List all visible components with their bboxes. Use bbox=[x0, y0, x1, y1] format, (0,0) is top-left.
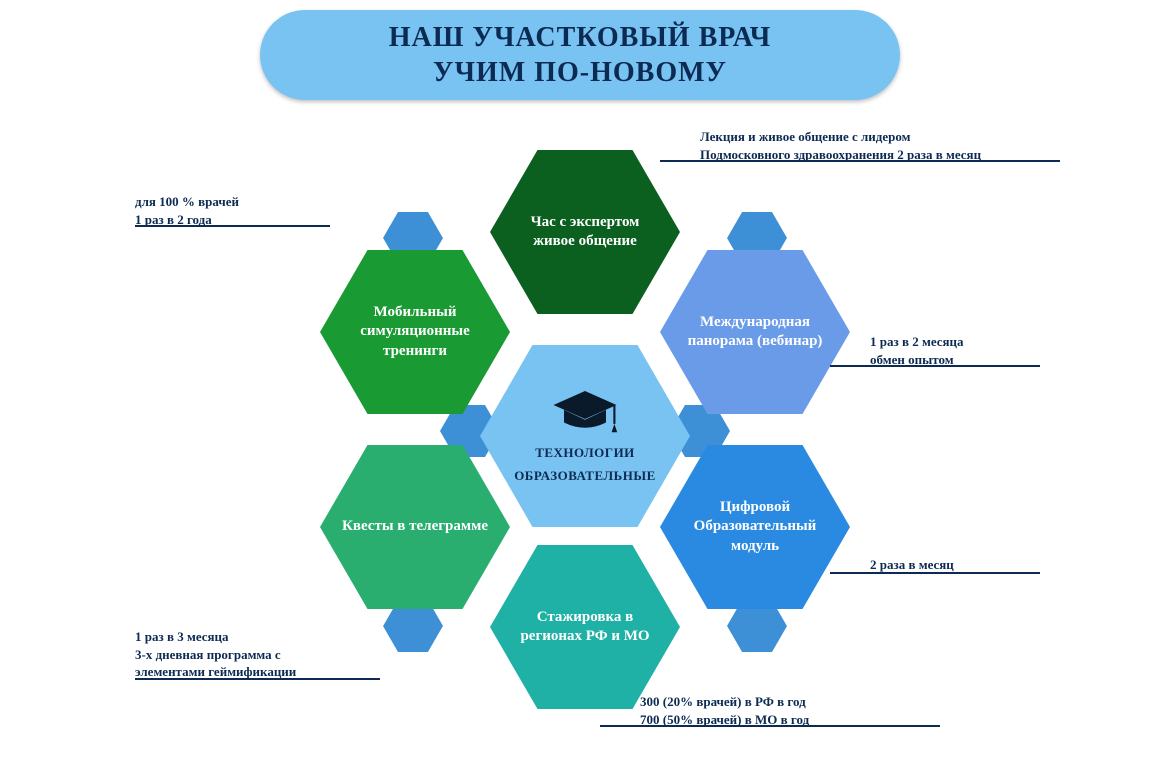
annotation-text: 1 раз в 2 месяцаобмен опытом bbox=[870, 334, 964, 367]
annotation-text: 300 (20% врачей) в РФ в год700 (50% врач… bbox=[640, 694, 809, 727]
hex-label: Час с экспертом живое общение bbox=[508, 213, 662, 252]
title-line-2: УЧИМ ПО-НОВОМУ bbox=[433, 55, 727, 90]
center-hex: ТЕХНОЛОГИИ ОБРАЗОВАТЕЛЬНЫЕ bbox=[480, 345, 690, 527]
hex-bottom: Стажировка в регионах РФ и МО bbox=[490, 545, 680, 709]
annotation-top-right: Лекция и живое общение с лидеромПодмоско… bbox=[700, 128, 1080, 163]
annotation-right-low: 2 раза в месяц bbox=[870, 556, 1070, 574]
center-label-1: ТЕХНОЛОГИИ bbox=[535, 445, 635, 462]
annotation-text: Лекция и живое общение с лидеромПодмоско… bbox=[700, 129, 981, 162]
annotation-bot-right: 300 (20% врачей) в РФ в год700 (50% врач… bbox=[640, 693, 970, 728]
hex-top-left: Мобильный симуляционные тренинги bbox=[320, 250, 510, 414]
hex-top: Час с экспертом живое общение bbox=[490, 150, 680, 314]
annotation-top-left: для 100 % врачей1 раз в 2 года bbox=[135, 193, 335, 228]
hex-label: Международная панорама (вебинар) bbox=[678, 313, 832, 352]
hex-label: Мобильный симуляционные тренинги bbox=[338, 303, 492, 362]
center-label-2: ОБРАЗОВАТЕЛЬНЫЕ bbox=[514, 468, 656, 485]
hex-label: Цифровой Образовательный модуль bbox=[678, 498, 832, 557]
hex-bot-left: Квесты в телеграмме bbox=[320, 445, 510, 609]
annotation-bot-left: 1 раз в 3 месяца3-х дневная программа сэ… bbox=[135, 628, 395, 681]
annotation-right-mid: 1 раз в 2 месяцаобмен опытом bbox=[870, 333, 1070, 368]
annotation-text: 2 раза в месяц bbox=[870, 557, 954, 572]
title-banner: НАШ УЧАСТКОВЫЙ ВРАЧ УЧИМ ПО-НОВОМУ bbox=[260, 10, 900, 100]
annotation-text: для 100 % врачей1 раз в 2 года bbox=[135, 194, 239, 227]
title-line-1: НАШ УЧАСТКОВЫЙ ВРАЧ bbox=[389, 20, 772, 55]
graduation-cap-icon bbox=[550, 387, 620, 437]
hex-bot-right: Цифровой Образовательный модуль bbox=[660, 445, 850, 609]
annotation-text: 1 раз в 3 месяца3-х дневная программа сэ… bbox=[135, 629, 296, 679]
hex-label: Квесты в телеграмме bbox=[342, 517, 488, 537]
hex-label: Стажировка в регионах РФ и МО bbox=[508, 608, 662, 647]
hex-top-right: Международная панорама (вебинар) bbox=[660, 250, 850, 414]
